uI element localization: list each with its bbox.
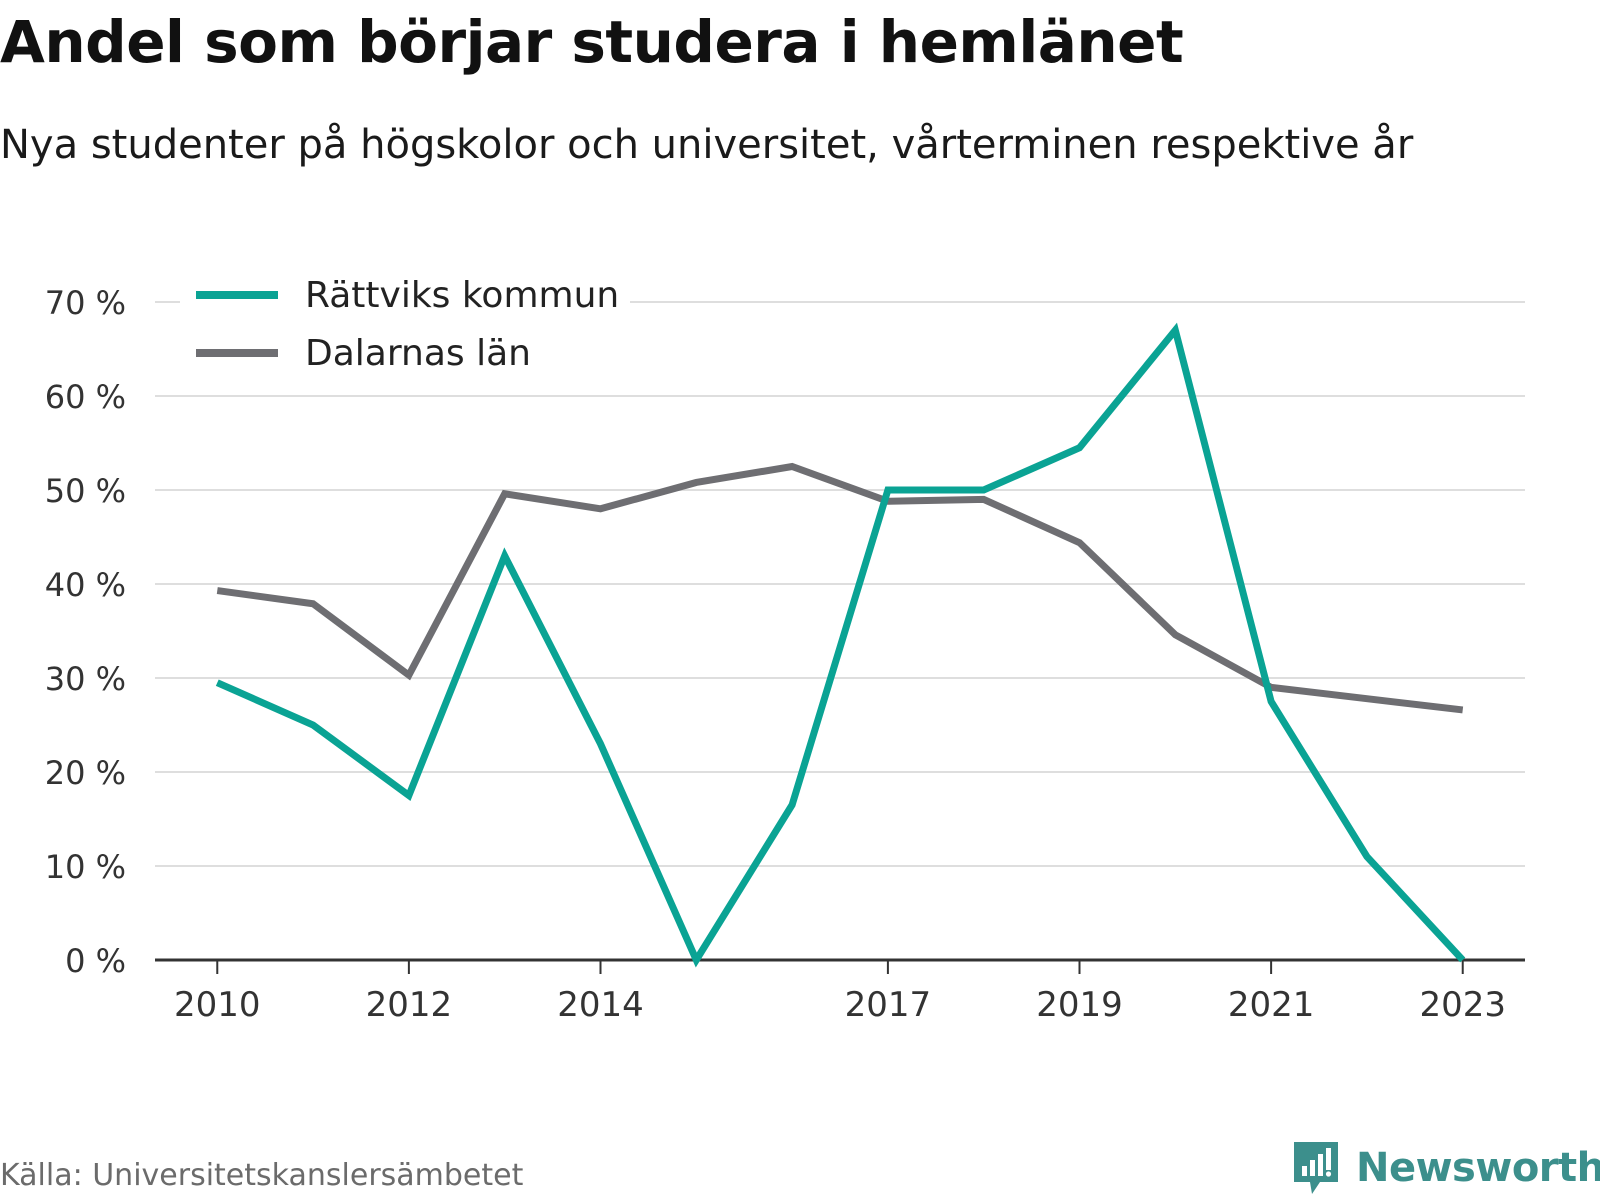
y-tick-label: 40 % bbox=[45, 566, 126, 604]
legend-label: Rättviks kommun bbox=[305, 275, 619, 316]
source-note: Källa: Universitetskanslersämbetet bbox=[0, 1158, 524, 1193]
series-line-1 bbox=[215, 322, 1466, 968]
x-axis: 2010 2012 2014 2017 2019 2021 2023 bbox=[155, 958, 1525, 1025]
legend: Rättviks kommun Dalarnas län bbox=[180, 270, 630, 380]
x-tick-label: 2010 bbox=[174, 985, 261, 1025]
chart-speech-bubble-icon bbox=[1294, 1142, 1338, 1194]
grid-lines bbox=[155, 301, 1525, 867]
brand-logo: Newsworthy bbox=[1290, 1138, 1600, 1198]
x-tick-label: 2019 bbox=[1036, 985, 1123, 1025]
x-tick-label: 2017 bbox=[845, 985, 932, 1025]
x-tick-label: 2012 bbox=[366, 985, 453, 1025]
y-tick-label: 60 % bbox=[45, 378, 126, 416]
x-tick-label: 2021 bbox=[1228, 985, 1315, 1025]
series-line-2 bbox=[216, 462, 1464, 714]
chart-subtitle: Nya studenter på högskolor och universit… bbox=[0, 122, 1414, 168]
line-chart: 0 % 10 % 20 % 30 % 40 % 50 % 60 % 70 % 2010 2012… bbox=[44, 270, 1525, 1025]
x-tick-label: 2014 bbox=[557, 985, 644, 1025]
brand-name: Newsworthy bbox=[1356, 1145, 1600, 1191]
y-tick-label: 30 % bbox=[45, 660, 126, 698]
y-tick-label: 50 % bbox=[45, 472, 126, 510]
series-lines bbox=[215, 322, 1466, 968]
y-tick-label: 70 % bbox=[45, 284, 126, 322]
y-tick-label: 20 % bbox=[45, 754, 126, 792]
x-tick-label: 2023 bbox=[1419, 985, 1506, 1025]
legend-background bbox=[180, 270, 630, 380]
legend-label: Dalarnas län bbox=[305, 333, 531, 374]
y-tick-label: 10 % bbox=[45, 848, 126, 886]
y-axis: 0 % 10 % 20 % 30 % 40 % 50 % 60 % 70 % bbox=[45, 284, 126, 980]
y-tick-label: 0 % bbox=[65, 942, 126, 980]
chart-title: Andel som börjar studera i hemlänet bbox=[0, 8, 1184, 76]
